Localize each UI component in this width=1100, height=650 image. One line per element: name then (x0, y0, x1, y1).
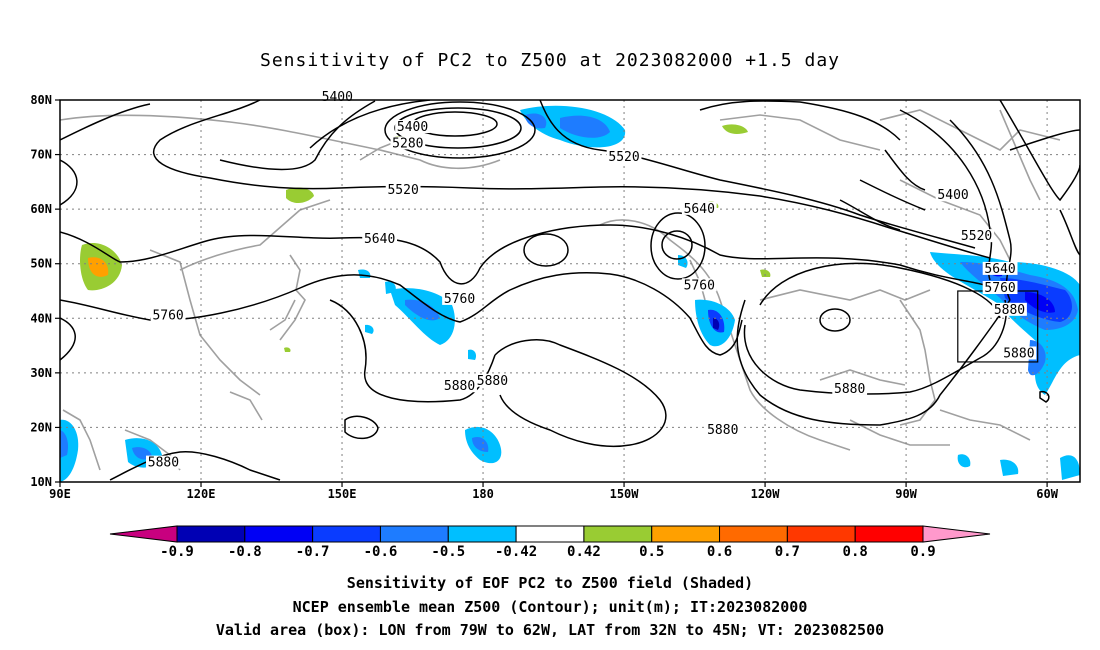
lat-label: 30N (30, 366, 52, 380)
sensitivity-shading (60, 105, 1080, 482)
lon-label: 180 (472, 487, 494, 501)
colorbar-swatch (583, 525, 653, 543)
grid-lines (60, 100, 1080, 482)
contour-label: 5880 (834, 382, 865, 397)
lat-label: 60N (30, 202, 52, 216)
colorbar-label: -0.9 (160, 544, 194, 560)
colorbar-label: 0.8 (843, 544, 868, 560)
latitude-labels: 80N 70N 60N 50N 40N 30N 20N 10N (30, 93, 60, 489)
lon-label: 90W (895, 487, 917, 501)
contour-label: 5520 (387, 183, 418, 198)
contour-label: 5640 (364, 232, 395, 247)
colorbar-upper-triangle (922, 525, 991, 543)
colorbar-label: 0.42 (567, 544, 601, 560)
colorbar-swatch (244, 525, 314, 543)
lat-label: 40N (30, 311, 52, 325)
colorbar-swatch (786, 525, 856, 543)
map-title: Sensitivity of PC2 to Z500 at 2023082000… (259, 50, 840, 71)
contour-label: 5760 (152, 308, 183, 323)
contour-label-bg (681, 201, 717, 215)
colorbar-lower-triangle (109, 525, 178, 543)
colorbar-swatch (651, 525, 721, 543)
lat-label: 20N (30, 420, 52, 434)
contour-label: 5400 (322, 90, 353, 105)
contour-label: 5640 (984, 262, 1015, 277)
contour-label: 5880 (994, 303, 1025, 318)
contour-label-bg (681, 278, 717, 292)
coastlines (60, 109, 1061, 471)
lat-label: 10N (30, 475, 52, 489)
z500-contours (60, 100, 1080, 481)
contour-label-bg (442, 291, 477, 305)
colorbar-label: -0.7 (296, 544, 330, 560)
colorbar (109, 525, 991, 543)
contour-label: 5880 (148, 456, 179, 471)
contour-label: 5400 (937, 188, 968, 203)
contour-label: 5880 (1003, 346, 1034, 361)
lon-label: 150W (610, 487, 640, 501)
contour-label: 5520 (608, 150, 639, 165)
contour-label: 5880 (477, 374, 508, 389)
lat-label: 70N (30, 148, 52, 162)
colorbar-swatch (176, 525, 246, 543)
contour-label-bg (150, 308, 186, 322)
caption-line-3: Valid area (box): LON from 79W to 62W, L… (215, 621, 885, 639)
colorbar-label: 0.5 (639, 544, 664, 560)
contour-label-bg (982, 261, 1018, 275)
contour-label-bg (1001, 346, 1037, 360)
longitude-labels: 90E 120E 150E 180 150W 120W 90W 60W (49, 482, 1059, 501)
colorbar-swatch (854, 525, 924, 543)
contour-label: 5880 (707, 423, 738, 438)
caption-line-1: Sensitivity of EOF PC2 to Z500 field (Sh… (346, 574, 754, 592)
contour-label-bg (606, 150, 642, 164)
contour-label-bg (390, 136, 426, 150)
contour-label-bg (959, 229, 994, 243)
colorbar-swatch (312, 525, 381, 543)
contour-label: 5760 (444, 292, 475, 307)
contour-label-bg (475, 373, 510, 387)
lon-label: 120E (187, 487, 216, 501)
caption-line-2: NCEP ensemble mean Z500 (Contour); unit(… (292, 598, 808, 616)
lon-label: 150E (328, 487, 357, 501)
plot-frame (59, 99, 1081, 483)
colorbar-swatch (379, 525, 449, 543)
contour-label: 5760 (684, 278, 715, 293)
contour-label-bg (935, 188, 971, 202)
colorbar-label: 0.6 (707, 544, 732, 560)
colorbar-label: 0.9 (910, 544, 935, 560)
contour-label: 5880 (444, 379, 475, 394)
colorbar-swatch (515, 525, 585, 543)
contour-label-bg (442, 379, 477, 393)
contour-label: 5280 (392, 136, 423, 151)
contour-label-bg (362, 231, 398, 245)
contour-label-bg (395, 120, 430, 134)
contour-label: 5760 (984, 281, 1015, 296)
lat-label: 50N (30, 257, 52, 271)
lon-label: 120W (751, 487, 781, 501)
colorbar-swatch (447, 525, 517, 543)
colorbar-label: 0.7 (775, 544, 800, 560)
colorbar-label: -0.8 (228, 544, 262, 560)
colorbar-labels: -0.9 -0.8 -0.7 -0.6 -0.5 -0.42 0.42 0.5 0.6 0.7 0.… (160, 544, 936, 560)
contour-label-bg (146, 455, 181, 469)
contour-label: 5640 (684, 202, 715, 217)
lon-label: 90E (49, 487, 71, 501)
contour-label: 5400 (397, 120, 428, 135)
contour-label-bg (832, 381, 868, 395)
contour-label-bg (982, 281, 1018, 294)
lon-label: 60W (1036, 487, 1058, 501)
colorbar-swatch (719, 525, 788, 543)
colorbar-label: -0.6 (364, 544, 398, 560)
colorbar-label: -0.5 (431, 544, 465, 560)
contour-label-bg (992, 302, 1027, 316)
contour-label-bg (385, 182, 421, 196)
contour-label-bg (705, 422, 741, 436)
contour-label: 5520 (961, 229, 992, 244)
lat-label: 80N (30, 93, 52, 107)
colorbar-label: -0.42 (495, 544, 537, 560)
